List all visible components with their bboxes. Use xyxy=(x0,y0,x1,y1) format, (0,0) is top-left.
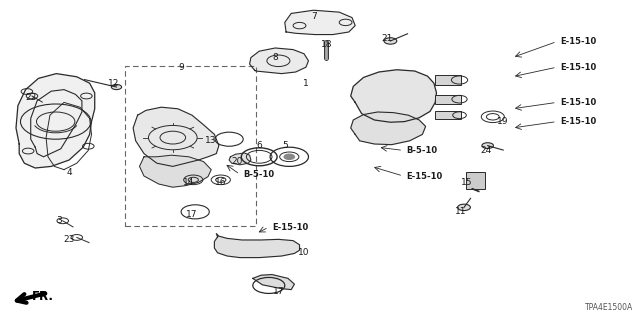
Text: 15: 15 xyxy=(461,178,473,187)
Text: 14: 14 xyxy=(183,178,195,187)
Polygon shape xyxy=(250,48,308,74)
Text: 8: 8 xyxy=(273,53,278,62)
Text: 17: 17 xyxy=(186,210,198,219)
Polygon shape xyxy=(16,74,95,168)
Polygon shape xyxy=(214,234,300,258)
Text: E-15-10: E-15-10 xyxy=(560,63,596,72)
Text: 5: 5 xyxy=(282,141,287,150)
Text: E-15-10: E-15-10 xyxy=(560,117,596,126)
Text: E-15-10: E-15-10 xyxy=(406,172,443,180)
Text: E-15-10: E-15-10 xyxy=(560,98,596,107)
Text: 10: 10 xyxy=(298,248,310,257)
Text: 18: 18 xyxy=(321,40,332,49)
Polygon shape xyxy=(285,10,355,35)
Text: 24: 24 xyxy=(481,146,492,155)
Text: B-5-10: B-5-10 xyxy=(406,146,438,155)
Text: 4: 4 xyxy=(67,168,72,177)
Text: 9: 9 xyxy=(179,63,184,72)
Text: 17: 17 xyxy=(273,287,284,296)
Text: 1: 1 xyxy=(303,79,308,88)
Text: 19: 19 xyxy=(497,117,508,126)
Polygon shape xyxy=(253,275,294,290)
Text: B-5-10: B-5-10 xyxy=(243,170,275,179)
Bar xyxy=(466,172,485,189)
Circle shape xyxy=(111,84,122,90)
Text: 13: 13 xyxy=(205,136,217,145)
Text: 11: 11 xyxy=(455,207,467,216)
Text: TPA4E1500A: TPA4E1500A xyxy=(586,303,634,312)
Text: FR.: FR. xyxy=(32,291,54,303)
Text: 22: 22 xyxy=(25,93,36,102)
Text: E-15-10: E-15-10 xyxy=(272,223,308,232)
Circle shape xyxy=(284,154,294,159)
Polygon shape xyxy=(351,70,436,122)
Polygon shape xyxy=(133,107,219,166)
Polygon shape xyxy=(140,155,211,187)
Bar xyxy=(435,75,461,85)
Polygon shape xyxy=(229,153,251,165)
Circle shape xyxy=(482,143,493,148)
Text: 21: 21 xyxy=(381,34,393,43)
Text: 12: 12 xyxy=(108,79,120,88)
Text: 16: 16 xyxy=(215,178,227,187)
Text: 20: 20 xyxy=(231,157,243,166)
Text: 6: 6 xyxy=(257,141,262,150)
Bar xyxy=(435,95,461,104)
Polygon shape xyxy=(351,112,426,145)
Text: 7: 7 xyxy=(311,12,316,20)
Text: 3: 3 xyxy=(56,216,61,225)
Bar xyxy=(435,111,461,119)
Text: E-15-10: E-15-10 xyxy=(560,37,596,46)
Circle shape xyxy=(458,204,470,211)
Circle shape xyxy=(384,38,397,44)
Bar xyxy=(125,66,256,226)
Text: 23: 23 xyxy=(63,236,75,244)
